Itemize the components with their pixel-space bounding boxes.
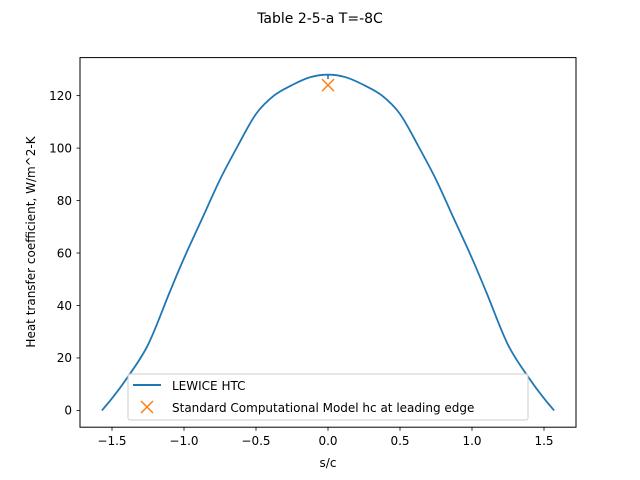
x-tick-label: −1.0 bbox=[169, 434, 198, 448]
y-tick-label: 60 bbox=[57, 246, 72, 260]
legend: LEWICE HTC Standard Computational Model … bbox=[127, 373, 529, 421]
y-tick-label: 40 bbox=[57, 299, 72, 313]
y-tick-label: 100 bbox=[49, 141, 72, 155]
x-tick-label: 0.5 bbox=[390, 434, 409, 448]
legend-label-standard-model: Standard Computational Model hc at leadi… bbox=[172, 401, 474, 415]
x-tick-label: −0.5 bbox=[241, 434, 270, 448]
x-tick-label: −1.5 bbox=[97, 434, 126, 448]
y-tick-label: 20 bbox=[57, 351, 72, 365]
legend-label-lewice: LEWICE HTC bbox=[172, 379, 245, 393]
y-tick-label: 0 bbox=[64, 404, 72, 418]
series-layer bbox=[101, 73, 555, 411]
y-axis-label: Heat transfer coefficient, W/m^2-K bbox=[24, 135, 38, 347]
x-axis-label: s/c bbox=[320, 456, 337, 470]
y-tick-label: 120 bbox=[49, 89, 72, 103]
x-marker-icon bbox=[321, 78, 335, 92]
plot-area bbox=[79, 57, 577, 428]
chart-title: Table 2-5-a T=-8C bbox=[256, 11, 383, 27]
x-tick-label: 1.5 bbox=[534, 434, 553, 448]
legend-x-marker-icon bbox=[140, 400, 154, 414]
y-axis: 0 20 40 60 80 100 120 bbox=[49, 89, 80, 418]
x-tick-label: 1.0 bbox=[462, 434, 481, 448]
axes-background bbox=[80, 57, 576, 428]
x-axis: −1.5 −1.0 −0.5 0.0 0.5 1.0 1.5 bbox=[97, 427, 554, 448]
legend-frame bbox=[127, 373, 529, 421]
y-tick-label: 80 bbox=[57, 194, 72, 208]
x-tick-label: 0.0 bbox=[318, 434, 337, 448]
